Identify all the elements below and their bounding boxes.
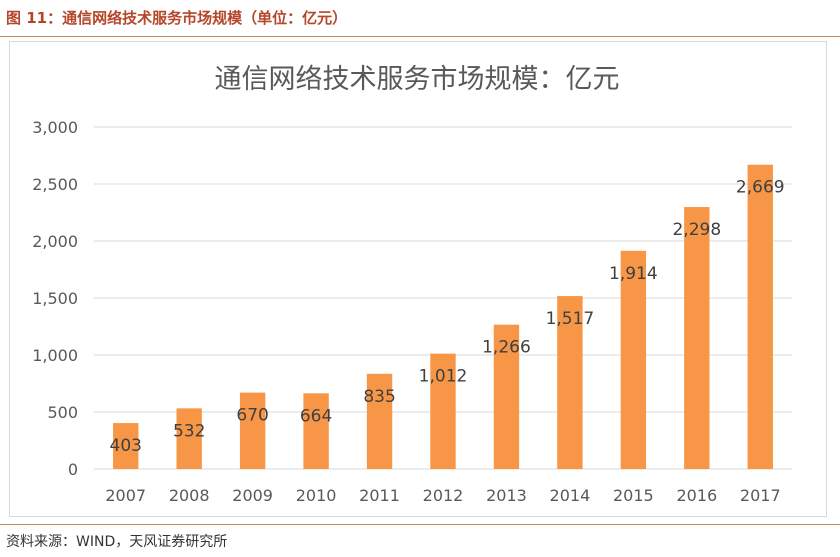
data-labels: 403 532 670 664 835 1,012 1,266 1,517 1,914 2,298… [110,178,785,456]
data-label: 1,012 [419,367,468,387]
bar [620,250,647,469]
bar [303,393,329,469]
data-label: 2,669 [736,178,785,198]
top-divider [0,36,840,37]
bar [747,164,773,469]
x-tick-label: 2012 [423,486,464,505]
y-tick-label: 2,500 [32,175,78,194]
x-tick-label: 2009 [232,486,273,505]
data-label: 670 [236,406,268,426]
chart-title: 通信网络技术服务市场规模：亿元 [215,64,620,95]
bar [557,296,583,469]
figure-caption: 图 11：通信网络技术服务市场规模（单位：亿元） [6,9,348,27]
data-label: 532 [173,421,205,441]
bar [430,353,456,469]
data-label: 835 [363,387,395,407]
bar [366,373,393,469]
data-label: 1,517 [546,309,595,329]
bottom-divider [0,524,840,525]
x-tick-label: 2008 [169,486,210,505]
bar [684,207,710,469]
y-tick-label: 1,000 [32,346,78,365]
data-label: 1,914 [609,264,658,284]
bar [176,408,202,469]
chart-frame: 通信网络技术服务市场规模：亿元 0 500 1,000 1,500 2,000 2,500… [9,41,827,517]
y-tick-label: 0 [68,460,78,479]
x-tick-label: 2016 [676,486,717,505]
bars [113,164,773,469]
data-label: 403 [110,436,142,456]
x-tick-label: 2015 [613,486,654,505]
x-tick-label: 2017 [740,486,781,505]
y-tick-label: 2,000 [32,232,78,251]
bar [493,324,520,469]
data-label: 664 [300,406,332,426]
x-tick-label: 2011 [359,486,400,505]
y-tick-label: 3,000 [32,118,78,137]
bar [239,392,266,469]
x-tick-label: 2013 [486,486,527,505]
x-tick-label: 2010 [296,486,337,505]
data-label: 1,266 [482,338,531,358]
source-note: 资料来源：WIND，天风证券研究所 [6,534,228,550]
bar-chart: 通信网络技术服务市场规模：亿元 0 500 1,000 1,500 2,000 2,500… [32,64,792,505]
x-axis-ticks: 2007 2008 2009 2010 2011 2012 2013 2014 2015 2016… [105,486,780,505]
y-tick-label: 1,500 [32,289,78,308]
bar [113,423,139,469]
x-tick-label: 2007 [105,486,146,505]
y-tick-label: 500 [47,403,78,422]
x-tick-label: 2014 [550,486,591,505]
y-axis-ticks: 0 500 1,000 1,500 2,000 2,500 3,000 [32,118,78,479]
data-label: 2,298 [672,220,721,240]
